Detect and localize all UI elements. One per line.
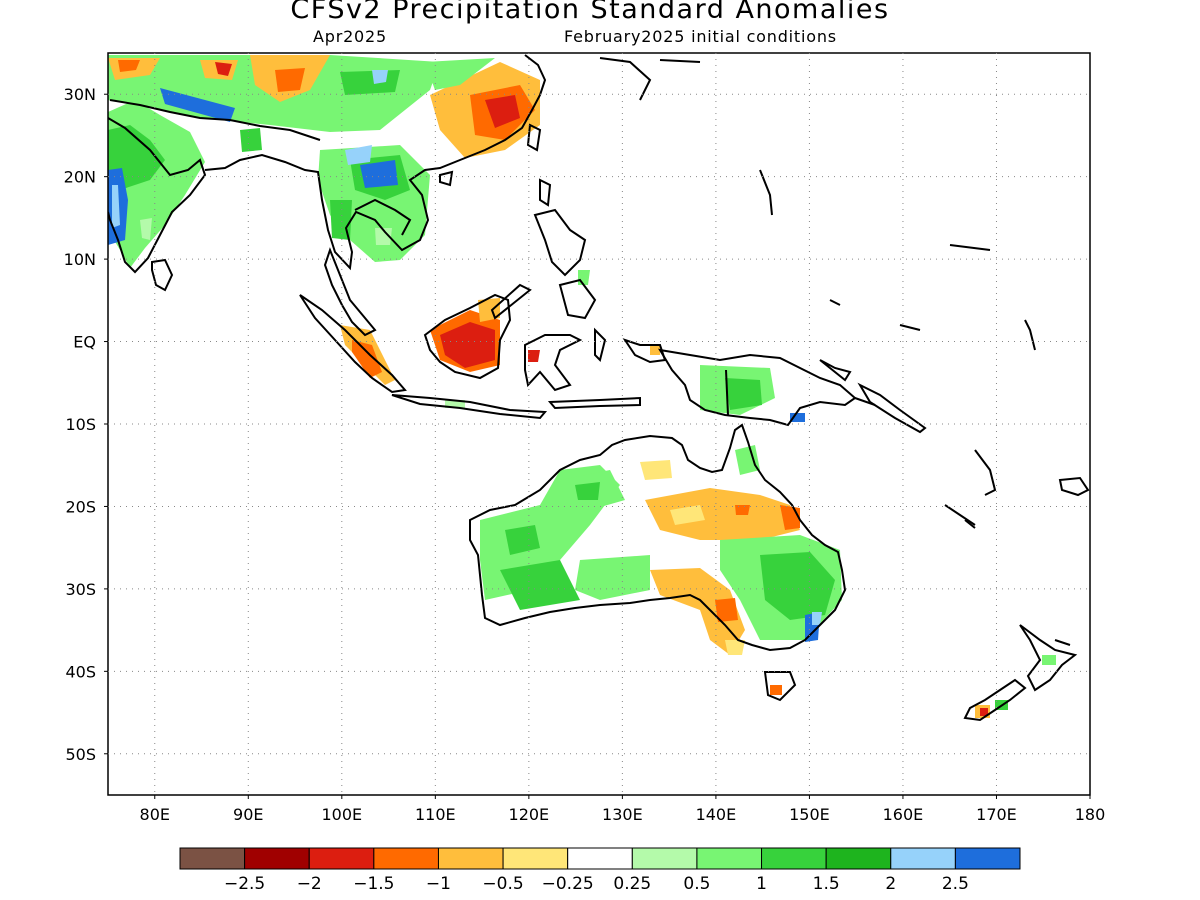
colorbar-label: −0.25	[542, 874, 594, 894]
colorbar-label: −2.5	[224, 874, 265, 894]
colorbar-swatch	[567, 847, 633, 870]
colorbar-swatch	[696, 847, 763, 870]
colorbar-swatch	[502, 847, 569, 870]
x-tick-label: 180	[1075, 805, 1106, 824]
colorbar-swatch	[890, 847, 956, 870]
x-tick-label: 140E	[696, 805, 737, 824]
colorbar-swatch	[244, 847, 310, 870]
anomaly-field	[108, 55, 1056, 718]
x-tick-label: 160E	[883, 805, 924, 824]
x-tick-label: 100E	[321, 805, 362, 824]
colorbar-swatch	[373, 847, 439, 870]
initial-conditions-label: February2025 initial conditions	[564, 27, 837, 46]
y-tick-label: 40S	[65, 662, 96, 681]
colorbar-label: 2.5	[942, 874, 969, 894]
colorbar-label: 1.5	[813, 874, 840, 894]
coastlines	[108, 54, 1090, 722]
y-tick-label: 10N	[64, 250, 96, 269]
y-tick-label: 30N	[64, 85, 96, 104]
colorbar-label: −1.5	[353, 874, 394, 894]
y-tick-label: 10S	[65, 415, 96, 434]
y-tick-label: 50S	[65, 745, 96, 764]
y-tick-label: 20S	[65, 497, 96, 516]
colorbar-label: −1	[426, 874, 451, 894]
colorbar-label: 2	[885, 874, 896, 894]
y-tick-label: 20N	[64, 168, 96, 187]
colorbar-swatch	[954, 847, 1021, 870]
colorbar: −2.5 −2 −1.5 −1 −0.5 −0.25 0.25 0.5 1 1.5 2 2.5	[179, 847, 1021, 894]
y-tick-label: 30S	[65, 580, 96, 599]
x-tick-label: 150E	[789, 805, 830, 824]
grid-lines	[108, 53, 1090, 795]
x-tick-label: 90E	[233, 805, 263, 824]
y-tick-label: EQ	[73, 333, 96, 352]
colorbar-label: −2	[297, 874, 322, 894]
colorbar-label: 1	[756, 874, 767, 894]
x-tick-label: 120E	[509, 805, 550, 824]
map-title: CFSv2 Precipitation Standard Anomalies	[290, 0, 890, 25]
colorbar-swatch	[179, 847, 246, 870]
colorbar-swatch	[631, 847, 698, 870]
x-tick-label: 110E	[415, 805, 456, 824]
target-month-label: Apr2025	[313, 27, 387, 46]
colorbar-label: 0.25	[613, 874, 651, 894]
colorbar-swatch	[437, 847, 504, 870]
colorbar-swatch	[825, 847, 892, 870]
axis-ticks: 80E 90E 100E 110E 120E 130E 140E 150E 160E 170E 18…	[64, 85, 1106, 824]
x-tick-label: 170E	[976, 805, 1017, 824]
colorbar-label: −0.5	[482, 874, 523, 894]
x-tick-label: 80E	[140, 805, 170, 824]
x-tick-label: 130E	[602, 805, 643, 824]
colorbar-label: 0.5	[683, 874, 710, 894]
colorbar-swatch	[308, 847, 375, 870]
colorbar-swatch	[761, 847, 827, 870]
